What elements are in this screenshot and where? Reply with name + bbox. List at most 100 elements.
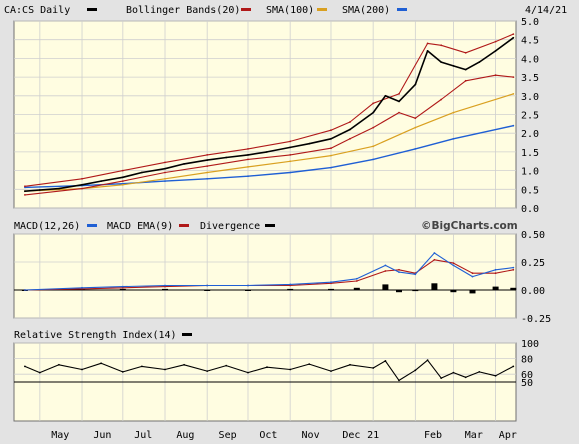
macd-legend: MACD(12,26) MACD EMA(9) Divergence ©BigC… — [14, 220, 518, 232]
y-tick-label: 0.5 — [521, 185, 539, 196]
divergence-bar — [492, 286, 499, 290]
rsi-line-point — [206, 370, 209, 372]
price-line-point — [414, 83, 417, 86]
x-tick-label: Feb — [424, 430, 442, 441]
bollinger-upper-line-point — [164, 161, 166, 164]
sma100-line — [24, 93, 514, 192]
legend-rsi-label: Relative Strength Index(14) — [14, 330, 177, 341]
price-line-point — [452, 65, 455, 67]
macd-ema-line-point — [452, 262, 455, 264]
sma200-line-point — [372, 158, 375, 161]
legend-sma200-label: SMA(200) — [342, 5, 390, 16]
bollinger-lower-line-point — [164, 171, 166, 174]
sma100-line-point — [164, 177, 166, 180]
bollinger-lower-line-point — [330, 147, 332, 150]
sma200-line-point — [289, 171, 292, 174]
bollinger-upper-line-point — [81, 177, 83, 180]
macd-line-point — [206, 284, 209, 287]
bollinger-lower-line-point — [372, 126, 375, 129]
price-y-axis: 0.0 0.5 1.0 1.5 2.0 2.5 3.0 3.5 4.0 4.5 5.0 — [521, 17, 539, 215]
divergence-bar — [382, 284, 389, 290]
sma200-line-point — [452, 137, 455, 140]
rsi-line-point — [58, 363, 60, 366]
x-tick-label: Oct — [259, 430, 277, 441]
bollinger-upper-line-point — [426, 42, 429, 45]
price-line-point — [183, 163, 186, 165]
macd-panel — [13, 233, 517, 319]
bollinger-upper-line-point — [121, 169, 124, 172]
x-tick-label: Sep — [219, 430, 237, 441]
sma200-line — [24, 125, 514, 189]
bollinger-upper-line-point — [330, 129, 332, 132]
y-tick-label: 50 — [521, 378, 533, 389]
rsi-line-point — [349, 363, 351, 366]
price-line-point — [426, 50, 429, 52]
macd-y-axis: 0.50 0.25 0.00 -0.25 — [521, 230, 551, 325]
price-line-point — [464, 68, 467, 71]
macd-line-point — [355, 277, 358, 280]
rsi-line-point — [81, 368, 83, 371]
macd-line-point — [452, 264, 455, 267]
rsi-line-point — [478, 371, 481, 373]
divergence-bar — [353, 287, 360, 290]
macd-line-point — [164, 284, 166, 287]
macd-line-point — [247, 284, 249, 287]
price-line — [24, 37, 514, 192]
sma100-line-point — [414, 126, 417, 129]
rsi-line-point — [247, 371, 249, 374]
x-tick-label: Aug — [176, 430, 194, 441]
y-tick-label: 80 — [521, 355, 533, 366]
sma100-line-point — [247, 166, 249, 168]
macd-line-point — [81, 286, 83, 289]
bollinger-upper-line-point — [494, 40, 497, 43]
macd-line-point — [330, 281, 332, 284]
sma100-line-point — [330, 154, 332, 157]
legend-divergence-label: Divergence — [200, 221, 260, 232]
bollinger-lower-line-point — [24, 194, 26, 196]
sma100-line-point — [206, 171, 209, 174]
rsi-line-point — [384, 360, 387, 362]
price-line-point — [266, 151, 268, 153]
bollinger-lower-line-point — [512, 76, 515, 78]
rsi-line — [24, 359, 514, 381]
rsi-line-point — [141, 365, 143, 368]
price-line-point — [100, 180, 102, 183]
macd-line-point — [512, 266, 515, 269]
rsi-line-point — [494, 374, 497, 377]
x-tick-label: Mar — [465, 430, 483, 441]
price-line-point — [494, 50, 497, 52]
legend-bollinger-label: Bollinger Bands(20) — [126, 5, 240, 16]
sma100-line-point — [452, 111, 455, 114]
y-tick-label: 4.0 — [521, 54, 539, 65]
price-series-layer — [24, 33, 515, 196]
bollinger-lower-line-point — [247, 158, 249, 161]
price-line-point — [512, 36, 515, 39]
y-tick-label: 0.50 — [521, 230, 545, 241]
x-axis: May Jun Jul Aug Sep Oct Nov Dec 21 Feb Mar Apr — [51, 430, 517, 441]
rsi-line-point — [398, 379, 400, 382]
y-tick-label: 2.0 — [521, 129, 539, 140]
divergence-bar — [450, 290, 457, 293]
sma100-line-point — [289, 160, 292, 163]
rsi-line-point — [308, 363, 311, 365]
macd-ema-line-point — [512, 268, 515, 271]
macd-line-point — [471, 275, 474, 278]
price-line-point — [164, 167, 166, 170]
sma200-line-point — [247, 175, 249, 178]
rsi-line-point — [225, 364, 228, 367]
rsi-line-point — [24, 365, 26, 368]
macd-line-point — [433, 252, 436, 254]
macd-ema-line-point — [384, 270, 387, 272]
rsi-line-point — [183, 363, 186, 366]
bollinger-upper-line-point — [289, 140, 292, 143]
legend-sma200-swatch — [397, 8, 407, 11]
bollinger-lower-line-point — [349, 137, 351, 140]
bigcharts-watermark: ©BigCharts.com — [421, 220, 518, 232]
macd-ema-line-point — [433, 258, 436, 261]
y-tick-label: 60 — [521, 370, 533, 381]
legend-price-swatch — [87, 8, 97, 11]
price-line-point — [372, 111, 375, 114]
sma200-line-point — [512, 124, 515, 127]
